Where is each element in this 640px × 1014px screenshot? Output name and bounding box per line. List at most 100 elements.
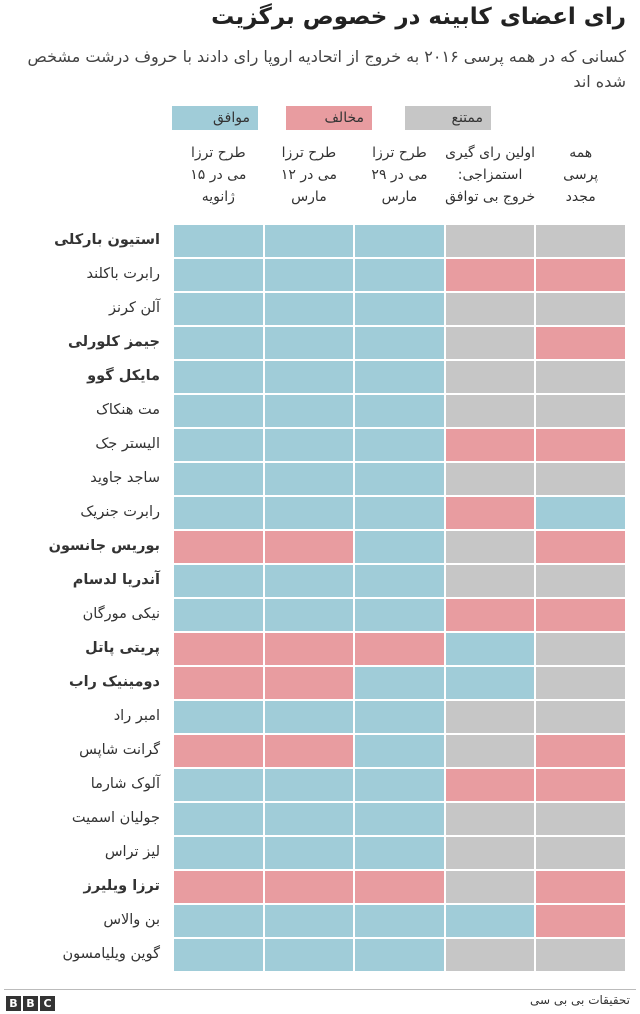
column-header-line: مجدد <box>565 189 596 205</box>
vote-cell <box>445 803 535 835</box>
vote-cell <box>264 293 354 325</box>
vote-cell <box>355 259 444 291</box>
vote-cell <box>174 633 263 665</box>
vote-cell <box>445 225 535 257</box>
row-name: دومینیک راب <box>69 674 160 690</box>
vote-cell <box>355 497 444 529</box>
row-name: مایکل گوو <box>87 368 160 384</box>
column-header-line: مارس <box>291 189 327 205</box>
vote-cell <box>445 837 535 869</box>
legend-item: ممتنع <box>405 106 491 130</box>
vote-cell <box>264 633 354 665</box>
subtitle: کسانی که در همه پرسی ۲۰۱۶ به خروج از اتح… <box>27 47 626 91</box>
vote-cell <box>355 293 444 325</box>
column-header-line: همه <box>569 145 593 161</box>
legend-item: موافق <box>172 106 258 130</box>
row-name: ترزا ویلیرز <box>83 878 161 894</box>
column-header-line: مارس <box>381 189 418 205</box>
vote-cell <box>355 361 444 393</box>
vote-cell <box>174 497 263 529</box>
vote-cell <box>174 667 263 699</box>
vote-cell <box>536 667 625 699</box>
vote-cell <box>264 225 354 257</box>
vote-cell <box>536 701 625 733</box>
row-name: استیون بارکلی <box>54 232 160 248</box>
vote-cell <box>445 701 535 733</box>
vote-cell <box>445 905 535 937</box>
row-name: جولیان اسمیت <box>71 810 160 826</box>
vote-cell <box>536 259 625 291</box>
vote-cell <box>264 599 354 631</box>
vote-cell <box>264 463 354 495</box>
vote-cell <box>264 497 354 529</box>
column-header-line: اولین رای گیری <box>445 145 536 161</box>
vote-cell <box>174 327 263 359</box>
vote-cell <box>355 327 444 359</box>
vote-cell <box>536 939 625 971</box>
vote-cell <box>174 395 263 427</box>
vote-cell <box>536 769 625 801</box>
vote-cell <box>536 803 625 835</box>
vote-cell <box>264 871 354 903</box>
vote-cell <box>264 735 354 767</box>
vote-cell <box>355 701 444 733</box>
vote-cell <box>355 429 444 461</box>
vote-cell <box>445 327 535 359</box>
vote-cell <box>445 429 535 461</box>
vote-cell <box>174 565 263 597</box>
row-name: گرانت شاپس <box>79 742 160 758</box>
vote-cell <box>355 769 444 801</box>
vote-cell <box>355 463 444 495</box>
vote-cell <box>174 429 263 461</box>
vote-cell <box>445 531 535 563</box>
vote-cell <box>264 803 354 835</box>
vote-cell <box>355 837 444 869</box>
vote-cell <box>536 293 625 325</box>
vote-cell <box>264 837 354 869</box>
vote-cell <box>264 565 354 597</box>
vote-cell <box>355 225 444 257</box>
vote-cell <box>264 395 354 427</box>
vote-cell <box>445 599 535 631</box>
vote-cell <box>174 225 263 257</box>
vote-cell <box>536 361 625 393</box>
vote-cell <box>536 735 625 767</box>
vote-cell <box>536 531 625 563</box>
vote-cell <box>174 293 263 325</box>
vote-cell <box>174 599 263 631</box>
logo-letter: C <box>40 996 55 1011</box>
row-name: الیستر جک <box>95 436 160 452</box>
vote-cell <box>355 905 444 937</box>
row-name: آندریا لدسام <box>72 572 160 588</box>
vote-cell <box>174 871 263 903</box>
vote-cell <box>536 327 625 359</box>
vote-cell <box>536 463 625 495</box>
column-header-line: استمزاجی: <box>457 167 523 183</box>
vote-cell <box>355 395 444 427</box>
vote-cell <box>264 531 354 563</box>
vote-cell <box>355 939 444 971</box>
column-header: همه پرسی مجدد <box>535 142 626 208</box>
row-name: جیمز کلورلی <box>67 334 160 350</box>
vote-cell <box>174 837 263 869</box>
source: تحقیقات بی بی سی <box>530 993 630 1007</box>
row-name: آلوک شارما <box>90 776 160 792</box>
row-name: ساجد جاوید <box>90 470 160 486</box>
column-header: طرح ترزا می در ۱۵ ژانویه <box>173 142 264 208</box>
vote-cell <box>355 803 444 835</box>
title: رای اعضای کابینه در خصوص برگزیت <box>211 4 626 30</box>
logo-letter: B <box>6 996 21 1011</box>
vote-cell <box>264 939 354 971</box>
vote-cell <box>355 735 444 767</box>
row-name: لیز تراس <box>104 844 160 860</box>
column-header-line: طرح ترزا <box>190 145 246 161</box>
row-name: امبر راد <box>113 708 160 724</box>
vote-cell <box>445 667 535 699</box>
vote-cell <box>174 463 263 495</box>
vote-cell <box>174 735 263 767</box>
column-header-line: طرح ترزا <box>372 145 427 161</box>
vote-cell <box>445 395 535 427</box>
logo-letter: B <box>23 996 38 1011</box>
